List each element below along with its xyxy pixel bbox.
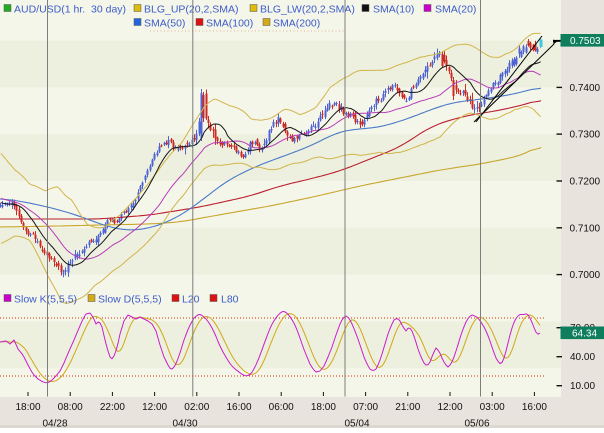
svg-text:40.00: 40.00 [570, 352, 595, 363]
svg-text:06:00: 06:00 [269, 402, 294, 413]
svg-text:0.7503: 0.7503 [570, 36, 601, 47]
svg-text:08:00: 08:00 [58, 402, 83, 413]
svg-text:L80: L80 [221, 294, 239, 306]
svg-text:04/30: 04/30 [172, 419, 197, 429]
svg-text:0.7200: 0.7200 [570, 177, 601, 188]
svg-text:0.7400: 0.7400 [570, 83, 601, 94]
svg-text:SMA(20): SMA(20) [435, 4, 476, 16]
svg-text:0.7000: 0.7000 [570, 270, 601, 281]
svg-text:04/28: 04/28 [42, 419, 67, 429]
svg-text:64.34: 64.34 [572, 329, 597, 340]
svg-text:18:00: 18:00 [15, 402, 40, 413]
svg-text:SMA(10): SMA(10) [373, 4, 414, 16]
svg-text:16:00: 16:00 [226, 402, 251, 413]
svg-text:SMA(100): SMA(100) [206, 18, 253, 30]
svg-text:05/04: 05/04 [344, 419, 369, 429]
svg-text:12:00: 12:00 [142, 402, 167, 413]
svg-text:02:00: 02:00 [184, 402, 209, 413]
svg-text:0.7100: 0.7100 [570, 223, 601, 234]
svg-text:10.00: 10.00 [570, 381, 595, 392]
svg-text:SMA(50): SMA(50) [144, 18, 185, 30]
svg-text:Slow D(5,5,5): Slow D(5,5,5) [98, 294, 162, 306]
svg-text:AUD/USD(1 hr. 30 day): AUD/USD(1 hr. 30 day) [14, 4, 126, 16]
svg-text:L20: L20 [182, 294, 200, 306]
svg-text:07:00: 07:00 [353, 402, 378, 413]
svg-text:22:00: 22:00 [100, 402, 125, 413]
svg-text:05/06: 05/06 [464, 419, 489, 429]
svg-text:BLG_LW(20,2,SMA): BLG_LW(20,2,SMA) [260, 4, 355, 16]
svg-text:16:00: 16:00 [522, 402, 547, 413]
svg-text:Slow K(5,5,5): Slow K(5,5,5) [14, 294, 77, 306]
svg-text:18:00: 18:00 [311, 402, 336, 413]
svg-text:BLG_UP(20,2,SMA): BLG_UP(20,2,SMA) [144, 4, 239, 16]
svg-text:0.7300: 0.7300 [570, 130, 601, 141]
svg-text:03:00: 03:00 [480, 402, 505, 413]
svg-text:12:00: 12:00 [437, 402, 462, 413]
svg-text:21:00: 21:00 [395, 402, 420, 413]
svg-text:SMA(200): SMA(200) [273, 18, 320, 30]
